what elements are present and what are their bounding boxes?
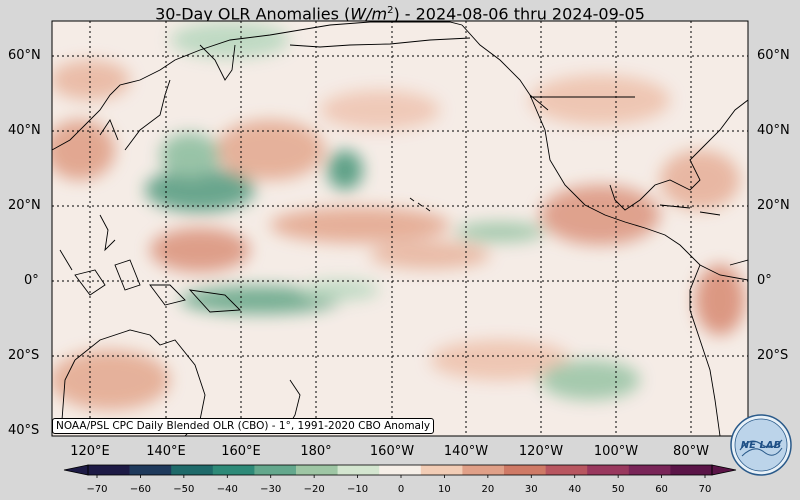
colorbar-tick-label: −50 xyxy=(173,484,195,495)
colorbar-segment xyxy=(88,465,130,475)
lat-label-right: 20°N xyxy=(757,198,790,213)
coastline-philippines xyxy=(99,214,116,252)
lat-label-left: 20°N xyxy=(8,198,41,213)
logo-text: NE LAB xyxy=(741,440,781,451)
colorbar-segment xyxy=(379,465,422,475)
lon-label: 160°W xyxy=(369,444,415,459)
anomaly-negative xyxy=(160,133,220,177)
colorbar-tick-label: 50 xyxy=(611,484,625,495)
colorbar-tick-label: −40 xyxy=(216,484,238,495)
anomaly-negative xyxy=(180,286,340,314)
colorbar-segment xyxy=(171,465,214,475)
coastline-gulf-mexico xyxy=(609,99,748,211)
coastline-caribbean xyxy=(659,204,721,216)
colorbar-tick-label: −30 xyxy=(260,484,282,495)
anomaly-negative xyxy=(300,280,380,300)
colorbar-segment xyxy=(212,465,255,475)
map-frame xyxy=(51,20,749,437)
colorbar-tick-label: 20 xyxy=(481,484,495,495)
lat-label-right: 40°N xyxy=(757,123,790,138)
anomaly-positive xyxy=(270,207,450,243)
coastline-kamchatka xyxy=(199,44,236,81)
colorbar-tick-label: 70 xyxy=(698,484,712,495)
colorbar-tick-label: 40 xyxy=(568,484,582,495)
colorbar-segment xyxy=(504,465,546,475)
lon-label: 180° xyxy=(300,444,332,459)
coastline-korea-japan xyxy=(99,79,171,151)
lat-label-right: 60°N xyxy=(757,48,790,63)
colorbar-segment xyxy=(254,465,297,475)
data-source-credit: NOAA/PSL CPC Daily Blended OLR (CBO) - 1… xyxy=(52,418,435,434)
coastline-alaska xyxy=(461,24,549,111)
graticule xyxy=(52,21,748,436)
noaa-psl-logo: NE LAB xyxy=(730,414,792,476)
colorbar-tick-label: −20 xyxy=(303,484,325,495)
colorbar-tick-label: 10 xyxy=(438,484,451,495)
coastline-aleutians xyxy=(289,37,471,48)
lon-label: 80°W xyxy=(673,444,709,459)
colorbar-segment xyxy=(670,465,713,475)
anomaly-positive xyxy=(430,340,570,380)
coastline-south-america xyxy=(689,259,748,436)
coastline-hawaii xyxy=(409,197,431,212)
title-unit-exponent: 2 xyxy=(387,5,394,16)
colorbar-min-arrow xyxy=(63,464,89,476)
colorbar-tick-label: −70 xyxy=(86,484,108,495)
lat-label-left: 0° xyxy=(24,273,39,288)
anomaly-positive xyxy=(370,241,490,269)
lat-label-left: 40°N xyxy=(8,123,41,138)
colorbar-outline xyxy=(87,464,713,476)
coastline-asia xyxy=(52,21,463,151)
colorbar-segment xyxy=(129,465,172,475)
map-title: 30-Day OLR Anomalies (W/m2) - 2024-08-06… xyxy=(0,0,800,25)
anomaly-negative xyxy=(327,150,363,190)
colorbar-tick-label: 30 xyxy=(524,484,538,495)
lat-label-left: 20°S xyxy=(8,348,40,363)
anomaly-positive xyxy=(52,350,170,410)
title-unit: W/m xyxy=(350,4,388,24)
anomaly-negative xyxy=(540,360,640,400)
lon-label: 140°E xyxy=(146,444,186,459)
anomaly-positive xyxy=(695,265,745,335)
coastline-maritime-continent xyxy=(59,249,242,313)
lon-label: 120°W xyxy=(518,444,564,459)
anomaly-negative xyxy=(455,222,545,242)
lon-label: 100°W xyxy=(593,444,639,459)
anomaly-negative xyxy=(145,168,255,212)
anomaly-positive xyxy=(320,90,440,130)
coastline-australia xyxy=(61,329,206,436)
anomaly-positive xyxy=(52,60,130,100)
colorbar xyxy=(63,464,737,478)
anomaly-positive xyxy=(215,120,325,180)
coastline-north-america xyxy=(529,94,748,281)
colorbar-segment xyxy=(628,465,671,475)
lat-label-right: 0° xyxy=(757,273,772,288)
anomaly-positive xyxy=(540,185,660,245)
colorbar-tick-label: 0 xyxy=(397,484,405,495)
lat-label-right: 20°S xyxy=(757,348,789,363)
lon-label: 140°W xyxy=(443,444,489,459)
anomaly-positive xyxy=(52,120,115,180)
colorbar-segment xyxy=(337,465,380,475)
colorbar-segment xyxy=(587,465,630,475)
colorbar-segment xyxy=(462,465,505,475)
lat-label-left: 40°S xyxy=(8,423,40,438)
lon-label: 160°E xyxy=(221,444,261,459)
colorbar-tick-label: 60 xyxy=(655,484,668,495)
colorbar-segment xyxy=(296,465,338,475)
colorbar-segment xyxy=(420,465,463,475)
colorbar-segment xyxy=(545,465,588,475)
colorbar-tick-label: −60 xyxy=(129,484,151,495)
lon-label: 120°E xyxy=(70,444,110,459)
title-suffix: ) - 2024-08-06 thru 2024-09-05 xyxy=(393,4,645,24)
lat-label-left: 60°N xyxy=(8,48,41,63)
anomaly-positive xyxy=(150,228,250,272)
anomaly-positive xyxy=(530,75,670,125)
title-prefix: 30-Day OLR Anomalies ( xyxy=(155,4,351,24)
colorbar-tick-label: −10 xyxy=(347,484,369,495)
